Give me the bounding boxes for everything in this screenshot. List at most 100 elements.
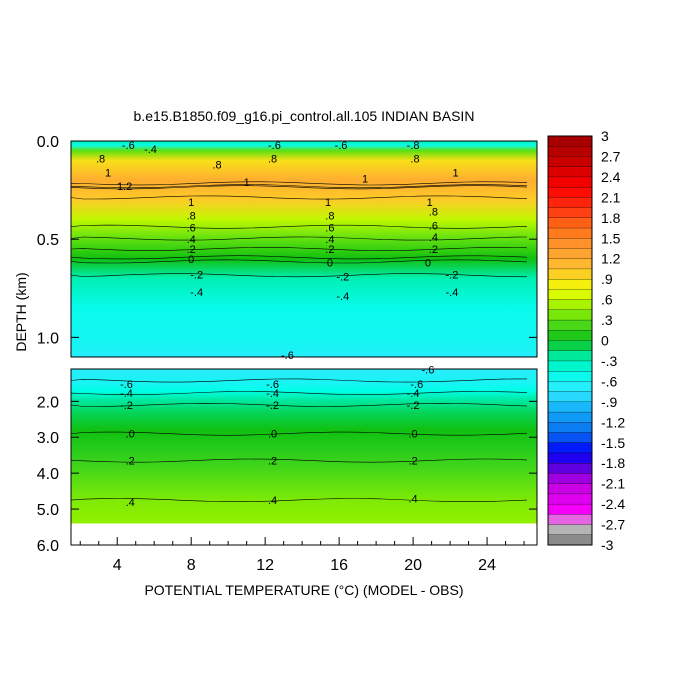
contour-line	[70, 185, 528, 190]
contour-label: 1	[453, 167, 459, 179]
upper-contour-lines	[70, 181, 528, 278]
contour-label: .8	[325, 211, 334, 223]
lower-panel-frame	[70, 368, 538, 546]
contour-label: -.6	[120, 379, 133, 391]
colorbar-box	[547, 330, 593, 341]
contour-label: -.8	[407, 140, 420, 152]
contour-line	[70, 247, 528, 251]
y-tick-label: 3.0	[37, 430, 59, 447]
contour-line	[70, 458, 528, 463]
y-tick-label: 5.0	[37, 502, 59, 519]
colorbar-box	[547, 146, 593, 157]
colorbar-labels: 3 2.7 2.4 2.1 1.8 1.5 1.2 .9 .6 .3 0 -.3 -.6 -.9 -1.2 -…	[601, 128, 625, 553]
colorbar-box	[547, 493, 593, 505]
x-tick-label: 24	[478, 557, 496, 574]
contour-label: .8	[213, 160, 222, 172]
colorbar-box	[547, 442, 593, 454]
contour-label: -.4	[144, 144, 157, 156]
contour-label: -.6	[281, 350, 294, 362]
contour-label: .8	[268, 154, 277, 166]
colorbar-box	[547, 268, 593, 280]
upper-panel-frame	[70, 140, 538, 358]
colorbar-box	[547, 503, 593, 515]
contour-label: -.6	[421, 365, 434, 377]
colorbar-label: 2.4	[601, 169, 621, 185]
colorbar-box	[547, 135, 593, 147]
contour-label: .6	[325, 222, 334, 234]
contour-line	[70, 498, 528, 503]
contour-line	[70, 224, 528, 229]
contour-label: .4	[126, 497, 135, 509]
colorbar-box	[547, 176, 593, 188]
x-tick-label: 16	[330, 557, 348, 574]
contour-line	[70, 184, 528, 189]
colorbar-label: .3	[601, 312, 613, 328]
lower-y-axis: 2.0 3.0 4.0 5.0 6.0	[37, 394, 537, 555]
contour-label: .2	[409, 456, 418, 468]
y-tick-label: 0.5	[37, 232, 59, 249]
colorbar-label: -.9	[601, 394, 618, 410]
colorbar-box	[547, 156, 593, 168]
colorbar-label: -1.5	[601, 435, 625, 451]
colorbar-box	[547, 534, 593, 546]
contour-line	[70, 195, 528, 200]
contour-line	[70, 255, 528, 260]
contour-label: .2	[187, 244, 196, 256]
colorbar-box	[547, 227, 593, 239]
x-tick-label: 20	[404, 557, 422, 574]
colorbar-box	[547, 483, 593, 495]
x-tick-label: 12	[256, 557, 274, 574]
colorbar-label: 1.8	[601, 210, 621, 226]
colorbar-box	[547, 350, 593, 362]
colorbar-box	[547, 514, 593, 526]
contour-label: -.4	[445, 287, 458, 299]
contour-label: -.2	[120, 400, 133, 412]
colorbar-box	[547, 278, 593, 290]
colorbar-box	[547, 340, 593, 352]
contour-label: -.2	[445, 270, 458, 282]
colorbar-box	[547, 473, 593, 485]
colorbar-box	[547, 238, 593, 249]
colorbar-box	[547, 166, 593, 178]
colorbar-box	[547, 381, 593, 393]
contour-line	[70, 431, 528, 436]
colorbar-label: -.6	[601, 373, 618, 389]
x-axis-label: POTENTIAL TEMPERATURE (°C) (MODEL - OBS)	[144, 582, 463, 598]
x-tick-label: 4	[113, 557, 122, 574]
contour-label: -.4	[120, 388, 133, 400]
y-tick-label: 2.0	[37, 394, 59, 411]
contour-label: .8	[187, 211, 196, 223]
colorbar-box	[547, 371, 593, 382]
contour-label: .8	[410, 154, 419, 166]
colorbar-label: 0	[601, 333, 609, 349]
colorbar-label: .9	[601, 271, 613, 287]
colorbar-box	[547, 524, 593, 536]
contour-label: 1	[105, 167, 111, 179]
contour-label: .2	[268, 456, 277, 468]
colorbar-box	[547, 391, 593, 403]
contour-line	[70, 181, 528, 186]
colorbar-label: 3	[601, 128, 609, 144]
contour-label: .4	[325, 234, 334, 246]
colorbar-box	[547, 197, 593, 209]
contour-label: -.2	[266, 400, 279, 412]
colorbar-label: 2.1	[601, 189, 621, 205]
contour-line	[70, 402, 528, 407]
contour-label: -.4	[407, 388, 420, 400]
contour-label: .4	[187, 234, 196, 246]
colorbar-box	[547, 401, 593, 413]
colorbar-label: -1.8	[601, 455, 625, 471]
y-tick-label: 4.0	[37, 466, 59, 483]
lower-panel-fill	[71, 369, 537, 524]
chart-title: b.e15.B1850.f09_g16.pi_control.all.105 I…	[134, 108, 475, 124]
contour-label: 1	[427, 197, 433, 209]
y-tick-label: 6.0	[37, 538, 59, 555]
colorbar-box	[547, 319, 593, 331]
x-tick-label: 8	[187, 557, 196, 574]
colorbar-box	[547, 299, 593, 311]
contour-label: -.2	[190, 270, 203, 282]
contour-label: -.6	[266, 379, 279, 391]
contour-label: 0	[425, 258, 431, 270]
colorbar-label: -2.7	[601, 517, 625, 533]
